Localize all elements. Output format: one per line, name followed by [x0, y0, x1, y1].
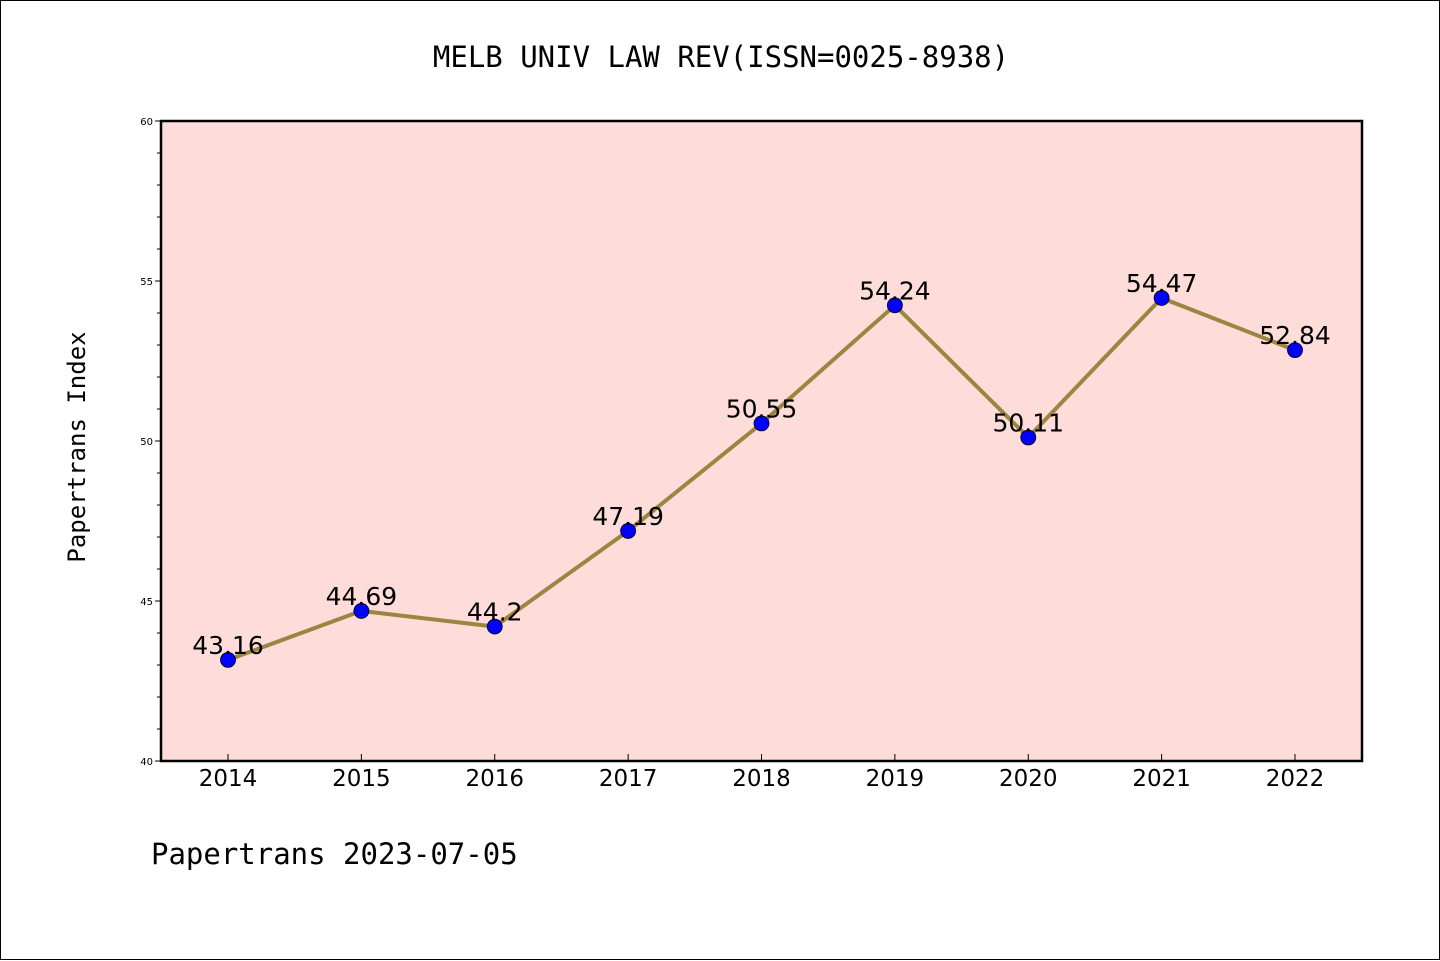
data-label: 52.84: [1259, 321, 1331, 350]
data-label: 50.55: [726, 394, 798, 423]
data-label: 44.69: [326, 582, 398, 611]
x-tick-label: 2018: [732, 766, 791, 792]
x-tick-label: 2021: [1132, 766, 1191, 792]
x-tick-label: 2015: [332, 766, 391, 792]
x-tick-label: 2014: [199, 766, 258, 792]
axis-ticks: 40 45 50 55 60 2014 2015 2016 2017 2018 2019 2020 20…: [140, 117, 1324, 792]
y-axis-label: Papertrans Index: [63, 331, 91, 562]
data-point: [886, 297, 903, 314]
x-tick-label: 2017: [599, 766, 658, 792]
x-tick-label: 2022: [1266, 766, 1325, 792]
footer-text: Papertrans 2023-07-05: [151, 837, 518, 871]
y-tick-label: 55: [140, 277, 153, 288]
y-tick-label: 45: [140, 597, 153, 608]
data-point: [620, 523, 637, 539]
x-tick-label: 2019: [866, 766, 925, 792]
y-tick-label: 50: [140, 437, 153, 448]
y-tick-label: 40: [140, 757, 153, 768]
data-point: [1153, 290, 1170, 306]
data-points: [220, 290, 1303, 668]
data-point: [753, 415, 770, 432]
data-point: [1020, 429, 1037, 446]
chart-title: MELB UNIV LAW REV(ISSN=0025-8938): [433, 40, 1009, 74]
data-point: [486, 618, 503, 635]
data-label: 44.2: [467, 598, 523, 627]
data-point: [353, 603, 370, 619]
data-labels: 43.16 44.69 44.2 47.19 50.55 54.24 50.11 54.47 5…: [192, 269, 1331, 660]
plot-area: [161, 121, 1362, 761]
x-tick-label: 2016: [465, 766, 524, 792]
x-tick-label: 2020: [999, 766, 1058, 792]
y-tick-label: 60: [140, 117, 153, 128]
data-point: [220, 651, 236, 668]
data-label: 50.11: [992, 408, 1064, 437]
data-point: [1287, 342, 1303, 359]
data-label: 54.24: [859, 276, 931, 305]
plot-border: [159, 119, 1364, 763]
data-label: 43.16: [192, 631, 264, 660]
data-label: 47.19: [592, 502, 664, 531]
data-label: 54.47: [1126, 269, 1198, 298]
